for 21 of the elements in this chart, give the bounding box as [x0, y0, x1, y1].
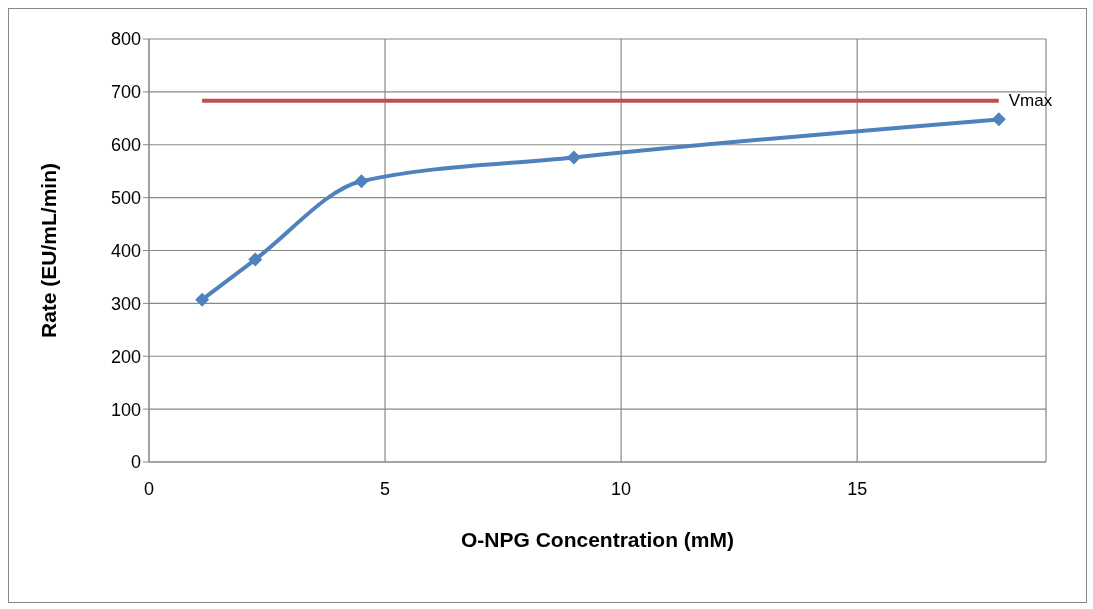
point	[566, 150, 581, 165]
x-axis-title: O-NPG Concentration (mM)	[461, 528, 734, 551]
y-tick-label: 200	[110, 346, 141, 367]
point	[354, 174, 369, 189]
y-tick-label: 600	[110, 135, 141, 156]
y-tick-label: 0	[130, 452, 141, 473]
x-tick-label: 10	[611, 478, 632, 499]
y-tick-label: 800	[110, 29, 141, 50]
x-tick-label: 0	[143, 478, 155, 499]
x-tick-label: 15	[847, 478, 868, 499]
y-tick-label: 100	[110, 399, 141, 420]
y-tick-label: 300	[110, 293, 141, 314]
y-tick-label: 500	[110, 188, 141, 209]
point	[195, 292, 210, 307]
x-tick-label: 5	[380, 478, 391, 499]
y-axis-title: Rate (EU/mL/min)	[37, 162, 61, 339]
y-tick-label: 400	[110, 240, 141, 261]
series-label: Vmax	[1008, 90, 1053, 110]
point	[991, 112, 1006, 127]
point	[248, 252, 263, 267]
y-tick-label: 700	[110, 82, 141, 103]
